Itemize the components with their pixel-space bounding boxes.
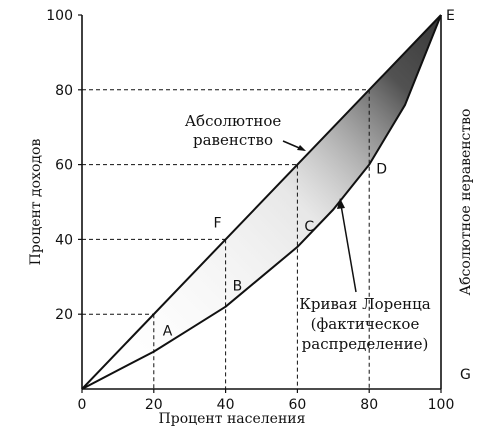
equality-pointer-head — [297, 145, 306, 151]
y-axis-title: Процент доходов — [28, 139, 44, 266]
lorenz-pointer-head — [337, 198, 345, 209]
equality-annotation-line1: Абсолютное — [185, 112, 282, 130]
y-tick-label-100: 100 — [46, 8, 73, 24]
equality-line — [81, 14, 442, 390]
x-tick-label-40: 40 — [217, 397, 235, 413]
x-tick-label-60: 60 — [288, 397, 306, 413]
x-axis-title: Процент населения — [159, 411, 306, 427]
point-label-b: B — [233, 279, 243, 295]
point-label-f: F — [214, 215, 222, 231]
right-axis-title: Абсолютное неравенство — [458, 109, 474, 296]
x-tick-label-0: 0 — [78, 397, 87, 413]
y-tick-label-60: 60 — [55, 158, 73, 174]
point-label-a: A — [163, 324, 173, 340]
x-tick-label-100: 100 — [428, 397, 455, 413]
lorenz-annotation-line2: (фактическое — [311, 315, 420, 333]
lorenz-annotation-line3: распределение) — [302, 335, 429, 353]
y-tick-label-40: 40 — [55, 232, 73, 248]
point-label-d: D — [376, 162, 387, 178]
lorenz-pointer-arrow — [340, 204, 357, 293]
point-label-e: E — [446, 8, 455, 24]
y-tick-label-20: 20 — [55, 307, 73, 323]
lorenz-curve — [81, 14, 442, 390]
equality-annotation-line2: равенство — [193, 131, 273, 149]
lorenz-annotation-line1: Кривая Лоренца — [299, 295, 430, 313]
x-tick-label-80: 80 — [360, 397, 378, 413]
x-tick-label-20: 20 — [145, 397, 163, 413]
y-tick-label-80: 80 — [55, 83, 73, 99]
point-label-c: C — [304, 219, 314, 235]
point-label-g: G — [460, 367, 471, 383]
